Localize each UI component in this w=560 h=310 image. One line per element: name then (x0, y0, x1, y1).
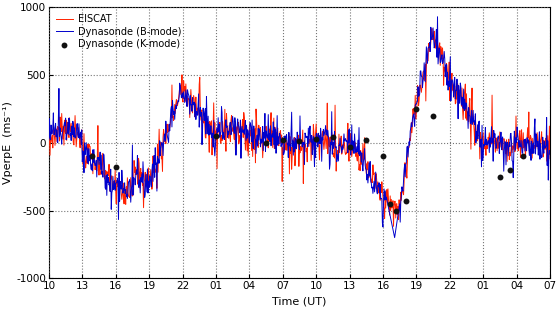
Dynasonde (K-mode) (88, 154, 97, 159)
Dynasonde (B-mode) (391, 236, 398, 239)
Dynasonde (K-mode) (506, 167, 515, 172)
Dynasonde (K-mode) (385, 201, 394, 206)
Dynasonde (K-mode) (392, 208, 401, 213)
Dynasonde (B-mode) (45, 138, 52, 142)
Dynasonde (B-mode) (547, 152, 553, 156)
Dynasonde (B-mode) (379, 197, 385, 201)
Dynasonde (K-mode) (312, 136, 321, 141)
Dynasonde (K-mode) (362, 138, 371, 143)
EISCAT (547, 157, 553, 161)
Dynasonde (B-mode) (422, 62, 429, 66)
Legend: EISCAT, Dynasonde (B-mode), Dynasonde (K-mode): EISCAT, Dynasonde (B-mode), Dynasonde (K… (54, 12, 184, 51)
EISCAT (428, 27, 435, 30)
Dynasonde (K-mode) (278, 138, 287, 143)
X-axis label: Time (UT): Time (UT) (272, 297, 326, 307)
EISCAT (45, 124, 52, 128)
EISCAT (390, 224, 397, 228)
Dynasonde (K-mode) (428, 113, 437, 118)
Line: EISCAT: EISCAT (49, 29, 550, 226)
Dynasonde (K-mode) (111, 165, 120, 170)
EISCAT (292, 164, 298, 168)
EISCAT (379, 180, 385, 184)
Dynasonde (B-mode) (434, 15, 441, 19)
EISCAT (214, 167, 221, 170)
EISCAT (422, 99, 429, 103)
Dynasonde (K-mode) (412, 107, 421, 112)
Dynasonde (B-mode) (292, 143, 298, 146)
Dynasonde (B-mode) (214, 126, 221, 130)
Dynasonde (K-mode) (496, 174, 505, 179)
Dynasonde (K-mode) (212, 134, 221, 139)
Dynasonde (K-mode) (402, 199, 411, 204)
Dynasonde (K-mode) (519, 154, 528, 159)
Dynasonde (K-mode) (328, 135, 337, 140)
EISCAT (134, 182, 141, 186)
Line: Dynasonde (B-mode): Dynasonde (B-mode) (49, 17, 550, 237)
Dynasonde (K-mode) (295, 139, 304, 144)
Dynasonde (K-mode) (345, 144, 354, 149)
Dynasonde (K-mode) (379, 154, 388, 159)
Y-axis label: VperpE  (ms⁻¹): VperpE (ms⁻¹) (3, 101, 13, 184)
Dynasonde (B-mode) (134, 167, 141, 171)
Dynasonde (B-mode) (111, 179, 118, 182)
Dynasonde (K-mode) (262, 140, 270, 145)
EISCAT (111, 186, 118, 189)
